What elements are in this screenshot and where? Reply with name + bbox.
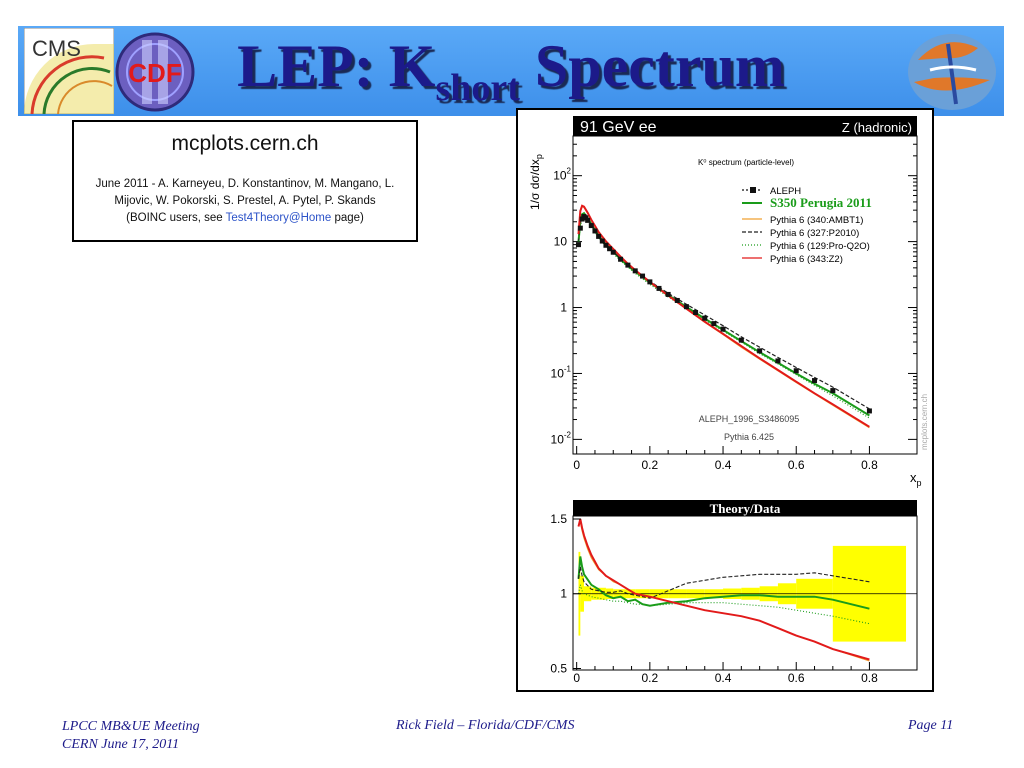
footer-page-number: Page 11 (908, 718, 954, 733)
credit-site: mcplots.cern.ch (171, 132, 319, 155)
main-xlabel: xp (910, 470, 922, 488)
aleph-data-point (575, 242, 581, 248)
header-right: Z (hadronic) (842, 120, 912, 135)
credit-text: June 2011 - A. Karneyeu, D. Konstantinov… (95, 178, 395, 224)
main-series-line (577, 217, 870, 419)
header-left: 91 GeV ee (580, 119, 657, 136)
footer-left: LPCC MB&UE Meeting CERN June 17, 2011 (62, 719, 200, 752)
aleph-data-point (577, 225, 583, 231)
aleph-data-point (618, 256, 624, 262)
aleph-data-point (866, 408, 872, 414)
ratio-header-bar (573, 500, 917, 516)
ratio-title: Theory/Data (710, 501, 781, 516)
aleph-data-point (583, 215, 589, 221)
aleph-data-point (793, 368, 799, 374)
aleph-data-point (665, 291, 671, 297)
svg-text:CDF: CDF (128, 58, 181, 88)
aleph-data-point (674, 297, 680, 303)
watermark: mcplots.cern.ch (920, 394, 929, 450)
ratio-xtick-label: 0 (573, 671, 580, 685)
aleph-data-point (702, 315, 708, 321)
ratio-axes (572, 515, 918, 671)
legend-entry: S350 Perugia 2011 (770, 195, 872, 210)
svg-text:CMS: CMS (32, 36, 81, 61)
fnal-logo (908, 34, 996, 110)
cdf-logo: CDF (115, 32, 195, 112)
aleph-data-point (812, 378, 818, 384)
legend-marker (750, 187, 756, 193)
aleph-data-point (683, 304, 689, 310)
main-xtick-label: 0.6 (788, 458, 805, 472)
aleph-data-point (647, 279, 653, 285)
main-ytick-label: 1 (560, 301, 567, 315)
ratio-series-line (577, 518, 870, 661)
slide-title: LEP: Kshort Spectrum (237, 33, 785, 109)
main-xtick-label: 0 (573, 458, 580, 472)
aleph-data-point (599, 238, 605, 244)
ratio-series-line (577, 556, 870, 610)
aleph-data-point (625, 262, 631, 268)
main-ytick-label: 10 (554, 235, 568, 249)
aleph-data-point (596, 233, 602, 239)
main-header-bar (573, 116, 917, 136)
test4theory-link[interactable]: Test4Theory@Home (225, 212, 332, 224)
ratio-ytick-label: 1 (560, 587, 567, 601)
ratio-ytick-label: 0.5 (550, 662, 567, 676)
aleph-data-point (585, 217, 591, 223)
aleph-data-point (640, 273, 646, 279)
aleph-data-point (607, 246, 613, 252)
main-ytick-label: 10-1 (551, 364, 572, 380)
analysis-annotation: ALEPH_1996_S3486095 (699, 414, 800, 424)
plot-frame: 91 GeV ee Z (hadronic) 0 0.2 0.4 0.6 0.8 102 1… (516, 108, 934, 692)
aleph-data-point (632, 268, 638, 274)
spectrum-figure: 91 GeV ee Z (hadronic) 0 0.2 0.4 0.6 0.8 102 1… (528, 116, 929, 685)
main-title: K⁰ spectrum (particle-level) (698, 158, 794, 167)
main-xtick-label: 0.4 (715, 458, 732, 472)
ratio-xtick-label: 0.6 (788, 671, 805, 685)
aleph-data-point (656, 285, 662, 291)
aleph-data-point (757, 348, 763, 354)
ratio-series-line (577, 566, 870, 599)
main-xtick-label: 0.8 (861, 458, 878, 472)
aleph-data-point (830, 388, 836, 394)
ratio-xtick-label: 0.4 (715, 671, 732, 685)
legend-entry: Pythia 6 (129:Pro-Q2O) (770, 241, 870, 252)
legend-entry: Pythia 6 (340:AMBT1) (770, 215, 863, 226)
main-ytick-label: 102 (553, 167, 571, 183)
legend-entry: Pythia 6 (343:Z2) (770, 254, 843, 265)
aleph-data-point (738, 337, 744, 343)
ratio-ytick-label: 1.5 (550, 512, 567, 526)
credit-box: mcplots.cern.ch June 2011 - A. Karneyeu,… (72, 120, 418, 242)
main-axes (572, 135, 918, 455)
cms-logo: CMS (24, 28, 114, 114)
aleph-data-point (592, 228, 598, 234)
aleph-data-point (720, 326, 726, 332)
ratio-xtick-label: 0.8 (861, 671, 878, 685)
aleph-data-point (588, 223, 594, 229)
ratio-xtick-label: 0.2 (642, 671, 659, 685)
aleph-data-point (603, 242, 609, 248)
legend-entry: Pythia 6 (327:P2010) (770, 228, 859, 239)
aleph-data-point (775, 358, 781, 364)
generator-annotation: Pythia 6.425 (724, 432, 774, 442)
main-series-line (577, 205, 870, 429)
footer-center: Rick Field – Florida/CDF/CMS (396, 718, 575, 733)
aleph-data-point (711, 321, 717, 327)
main-ylabel: 1/σ dσ/dxp (528, 154, 544, 210)
main-xtick-label: 0.2 (642, 458, 659, 472)
aleph-data-point (610, 249, 616, 255)
legend-entry: ALEPH (770, 186, 801, 197)
aleph-data-point (693, 310, 699, 316)
main-ytick-label: 10-2 (551, 430, 572, 446)
